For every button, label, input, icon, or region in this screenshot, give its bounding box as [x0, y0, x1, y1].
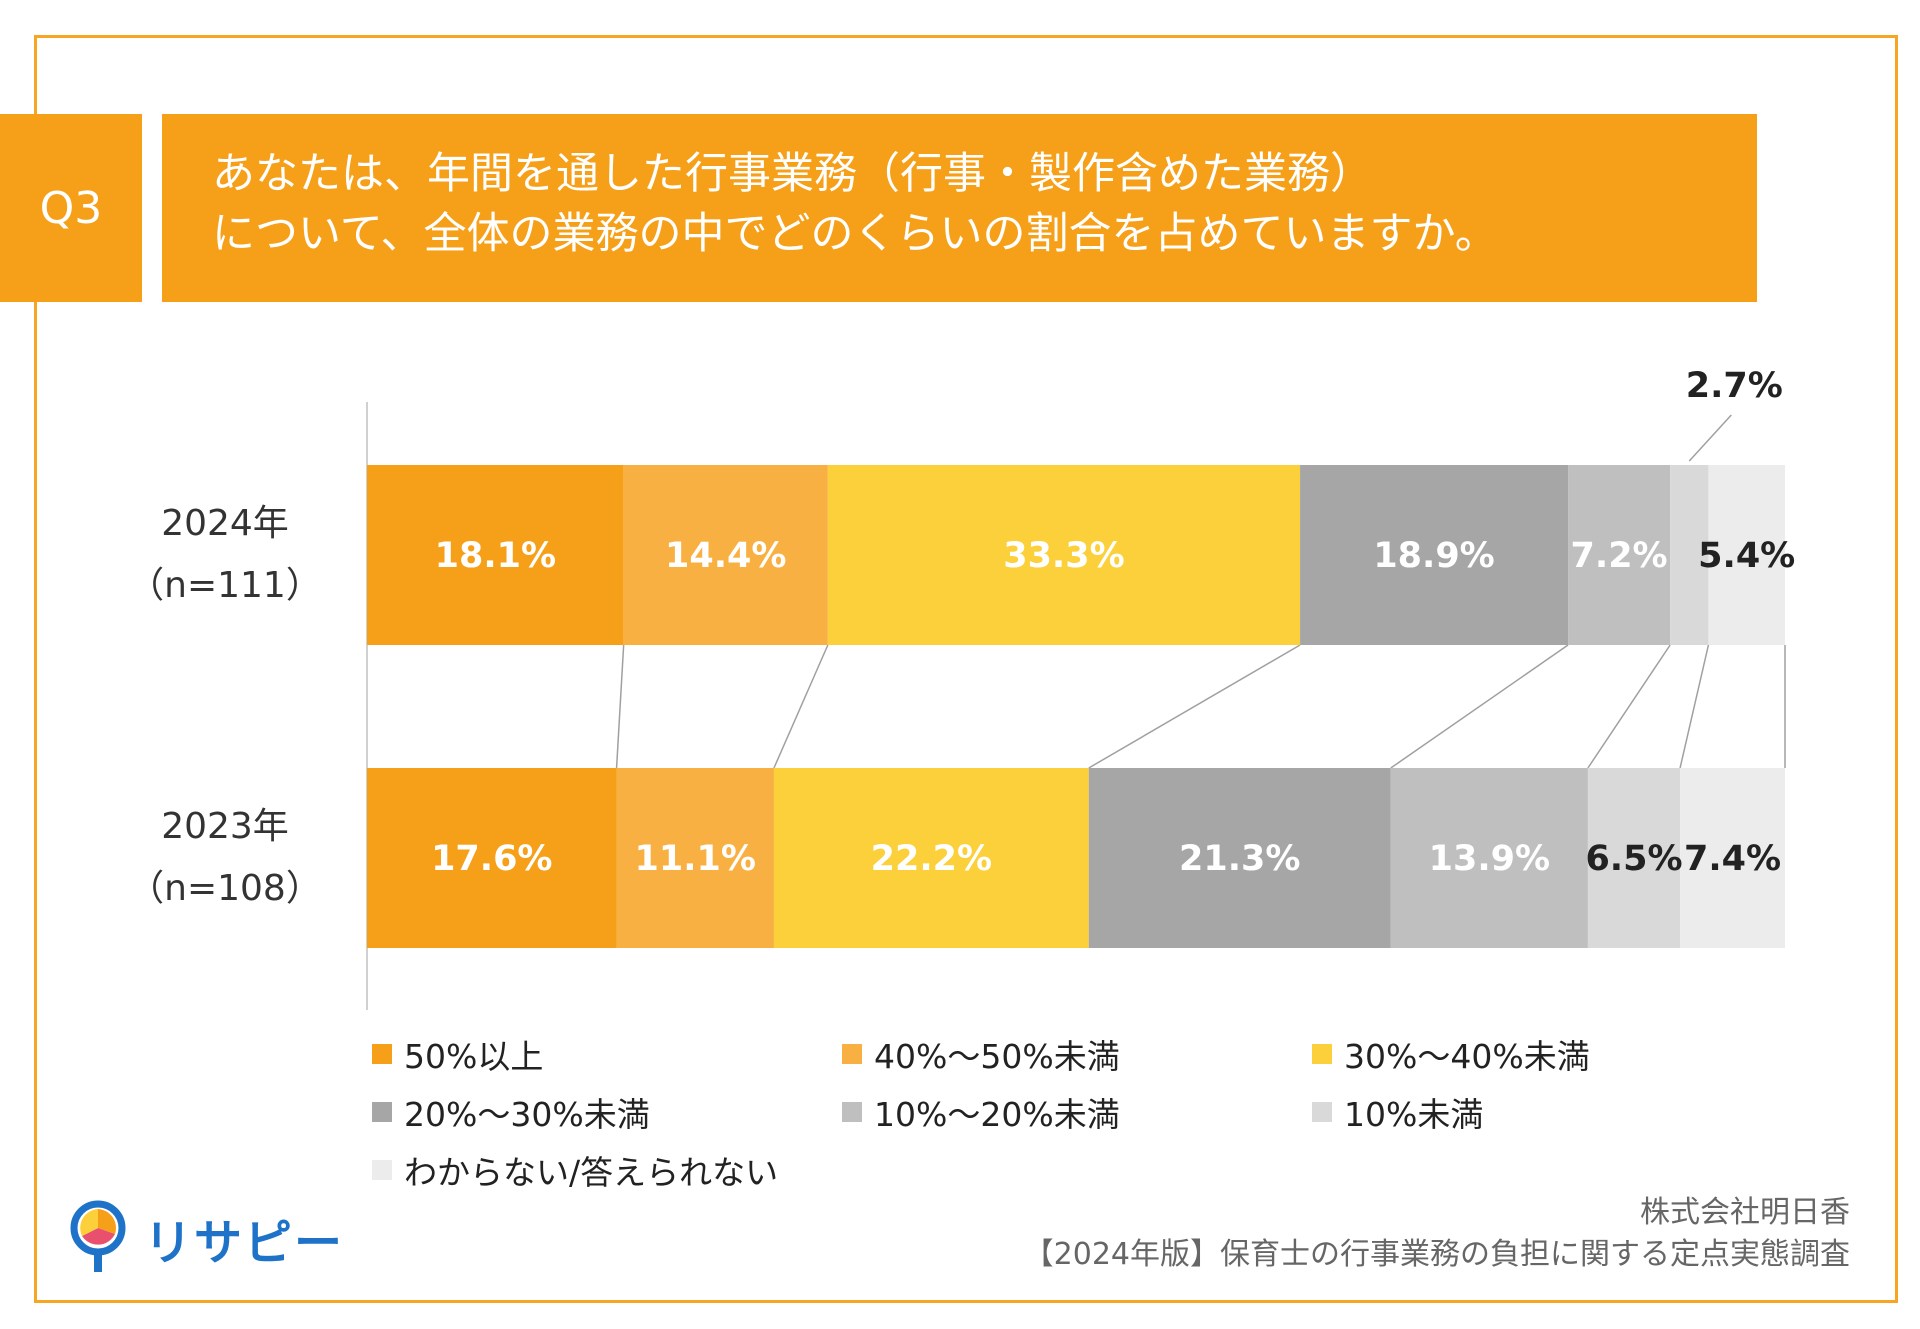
source-credit: 株式会社明日香 【2024年版】保育士の行事業務の負担に関する定点実態調査 [1024, 1192, 1850, 1276]
bar-segment [1300, 465, 1569, 645]
data-label: 18.1% [435, 536, 556, 576]
category-label-n: （n=111） [128, 565, 322, 606]
legend-item: わからない/答えられない [372, 1148, 842, 1192]
legend-label: 20%～30%未満 [404, 1095, 650, 1134]
bar-segment [773, 768, 1089, 948]
question-line-1: あなたは、年間を通した行事業務（行事・製作含めた業務） [212, 149, 1373, 199]
data-label: 33.3% [1003, 536, 1124, 576]
data-label: 2.7% [1686, 366, 1783, 406]
bar-segment [367, 768, 617, 948]
legend-swatch [372, 1102, 392, 1122]
legend-swatch [842, 1102, 862, 1122]
legend-item: 10%～20%未満 [842, 1090, 1312, 1134]
legend-swatch [372, 1160, 392, 1180]
legend-swatch [1312, 1044, 1332, 1064]
legend-item: 30%～40%未満 [1312, 1032, 1672, 1076]
legend-item: 20%～30%未満 [372, 1090, 842, 1134]
legend-item: 50%以上 [372, 1032, 842, 1076]
category-label-n: （n=108） [128, 868, 322, 909]
bar-segment [1680, 768, 1785, 948]
logo-text: リサピー [144, 1215, 345, 1271]
legend-item: 40%～50%未満 [842, 1032, 1312, 1076]
connector-line [1679, 644, 1710, 769]
bar-segment [1390, 768, 1588, 948]
bar-segment [827, 465, 1301, 645]
data-label: 13.9% [1429, 839, 1550, 879]
brand-logo: リサピー [70, 1200, 344, 1276]
legend-label: 10%～20%未満 [874, 1095, 1120, 1134]
data-label: 7.2% [1571, 536, 1668, 576]
connector-line [773, 644, 829, 769]
data-label: 21.3% [1179, 839, 1300, 879]
credit-survey: 【2024年版】保育士の行事業務の負担に関する定点実態調査 [1023, 1237, 1850, 1272]
connector-line [1587, 644, 1671, 769]
legend-label: 10%未満 [1344, 1095, 1484, 1134]
bar-segment [623, 465, 828, 645]
data-label: 17.6% [431, 839, 552, 879]
data-label: 11.1% [635, 839, 756, 879]
bar-segment [1568, 465, 1671, 645]
data-label: 5.4% [1698, 536, 1795, 576]
callout-line [1688, 414, 1732, 462]
bar-segment [1670, 465, 1709, 645]
question-line-2: について、全体の業務の中でどのくらいの割合を占めていますか。 [212, 209, 1498, 259]
question-tag: Q3 [0, 114, 142, 302]
category-label-year: 2024年 [161, 503, 289, 544]
credit-company: 株式会社明日香 [1640, 1195, 1850, 1230]
legend-swatch [372, 1044, 392, 1064]
data-label: 7.4% [1684, 839, 1781, 879]
legend-label: 50%以上 [404, 1037, 544, 1076]
risapy-pin-logo-icon [70, 1200, 126, 1272]
connector-line [1390, 644, 1569, 769]
connector-line [1088, 644, 1301, 769]
bar-segment [616, 768, 774, 948]
legend-item: 10%未満 [1312, 1090, 1672, 1134]
bar-segment [1587, 768, 1681, 948]
legend-swatch [1312, 1102, 1332, 1122]
chart-legend: 50%以上 40%～50%未満 30%～40%未満 20%～30%未満 10%～20%未… [372, 1032, 1672, 1192]
data-label: 14.4% [665, 536, 786, 576]
bar-segment [1088, 768, 1391, 948]
legend-label: 30%～40%未満 [1344, 1037, 1590, 1076]
data-label: 22.2% [871, 839, 992, 879]
data-label: 18.9% [1373, 536, 1494, 576]
legend-label: わからない/答えられない [404, 1153, 779, 1192]
legend-label: 40%～50%未満 [874, 1037, 1120, 1076]
slide-frame [34, 35, 1898, 1303]
category-label-year: 2023年 [161, 806, 289, 847]
bar-segment [367, 465, 624, 645]
data-label: 6.5% [1585, 839, 1682, 879]
question-banner: あなたは、年間を通した行事業務（行事・製作含めた業務） について、全体の業務の中… [162, 114, 1757, 302]
legend-swatch [842, 1044, 862, 1064]
connector-line [615, 644, 625, 769]
bar-segment [1708, 465, 1785, 645]
